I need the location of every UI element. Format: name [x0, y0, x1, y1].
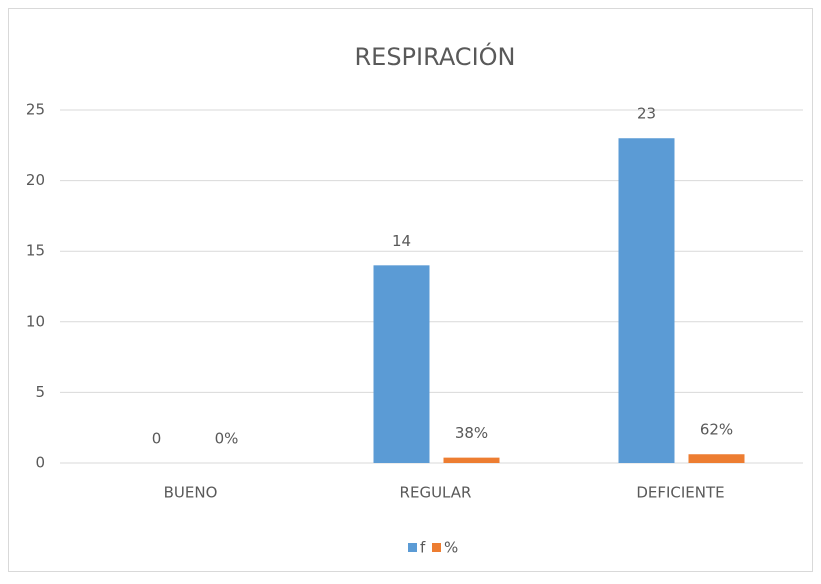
- legend-label: %: [444, 539, 458, 557]
- legend-swatch: [408, 543, 417, 552]
- data-label: 14: [392, 232, 411, 250]
- data-label: 0%: [215, 430, 239, 448]
- bar: [373, 265, 430, 463]
- legend-label: f: [420, 539, 426, 557]
- data-label: 62%: [700, 421, 733, 439]
- y-tick-label: 0: [35, 454, 45, 472]
- y-tick-label: 5: [35, 383, 45, 401]
- y-tick-label: 25: [26, 101, 45, 119]
- bar: [443, 457, 500, 463]
- x-tick-label: BUENO: [164, 484, 218, 502]
- y-tick-label: 20: [26, 171, 45, 189]
- x-tick-label: REGULAR: [400, 484, 472, 502]
- data-label: 38%: [455, 424, 488, 442]
- bar: [688, 454, 745, 463]
- data-label: 0: [152, 430, 162, 448]
- data-label: 23: [637, 105, 656, 123]
- y-tick-label: 15: [26, 242, 45, 260]
- bar: [618, 138, 675, 464]
- x-tick-label: DEFICIENTE: [636, 484, 724, 502]
- y-tick-label: 10: [26, 312, 45, 330]
- legend-swatch: [432, 543, 441, 552]
- chart-title: RESPIRACIÓN: [354, 41, 515, 71]
